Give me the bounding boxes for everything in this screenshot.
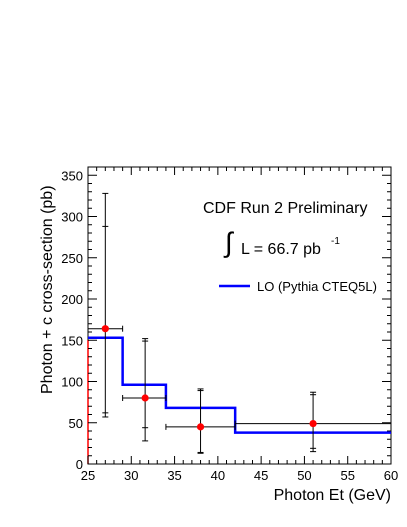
histogram-layer [88, 336, 391, 434]
data-point-group [165, 388, 236, 454]
x-tick-label: 25 [81, 468, 95, 483]
x-tick-label: 35 [167, 468, 181, 483]
y-axis-label: Photon + c cross-section (pb) [39, 185, 56, 394]
legend-label: LO (Pythia CTEQ5L) [257, 279, 377, 294]
x-tick-label: 45 [254, 468, 268, 483]
y-tick-label: 300 [61, 210, 83, 225]
x-tick-label: 55 [340, 468, 354, 483]
x-tick-label: 30 [124, 468, 138, 483]
data-point-group [122, 338, 167, 442]
data-points-layer [87, 192, 392, 454]
x-tick-label: 60 [384, 468, 398, 483]
x-tick-label: 40 [211, 468, 225, 483]
axis-ticks: 25 30 35 40 45 50 55 60 0 50 100 150 200 250 300 350 [61, 167, 398, 483]
y-tick-label: 50 [69, 416, 83, 431]
luminosity-exponent: -1 [331, 236, 340, 247]
luminosity-label: L = 66.7 pb [241, 241, 321, 258]
data-point-group [87, 192, 124, 418]
y-tick-label: 100 [61, 375, 83, 390]
annotation-experiment: CDF Run 2 Preliminary [203, 200, 367, 217]
y-tick-label: 250 [61, 251, 83, 266]
y-tick-label: 350 [61, 168, 83, 183]
data-point-marker [141, 394, 149, 402]
histogram-step-line [88, 336, 391, 434]
data-point-group [234, 391, 392, 453]
x-axis-label: Photon Et (GeV) [274, 487, 391, 504]
y-tick-label: 150 [61, 333, 83, 348]
y-tick-label: 0 [76, 457, 83, 472]
integral-symbol: ∫ [223, 227, 235, 258]
data-point-marker [196, 423, 205, 431]
x-tick-label: 50 [297, 468, 311, 483]
y-tick-label: 200 [61, 292, 83, 307]
data-point-marker [101, 325, 109, 333]
data-point-marker [309, 419, 317, 428]
